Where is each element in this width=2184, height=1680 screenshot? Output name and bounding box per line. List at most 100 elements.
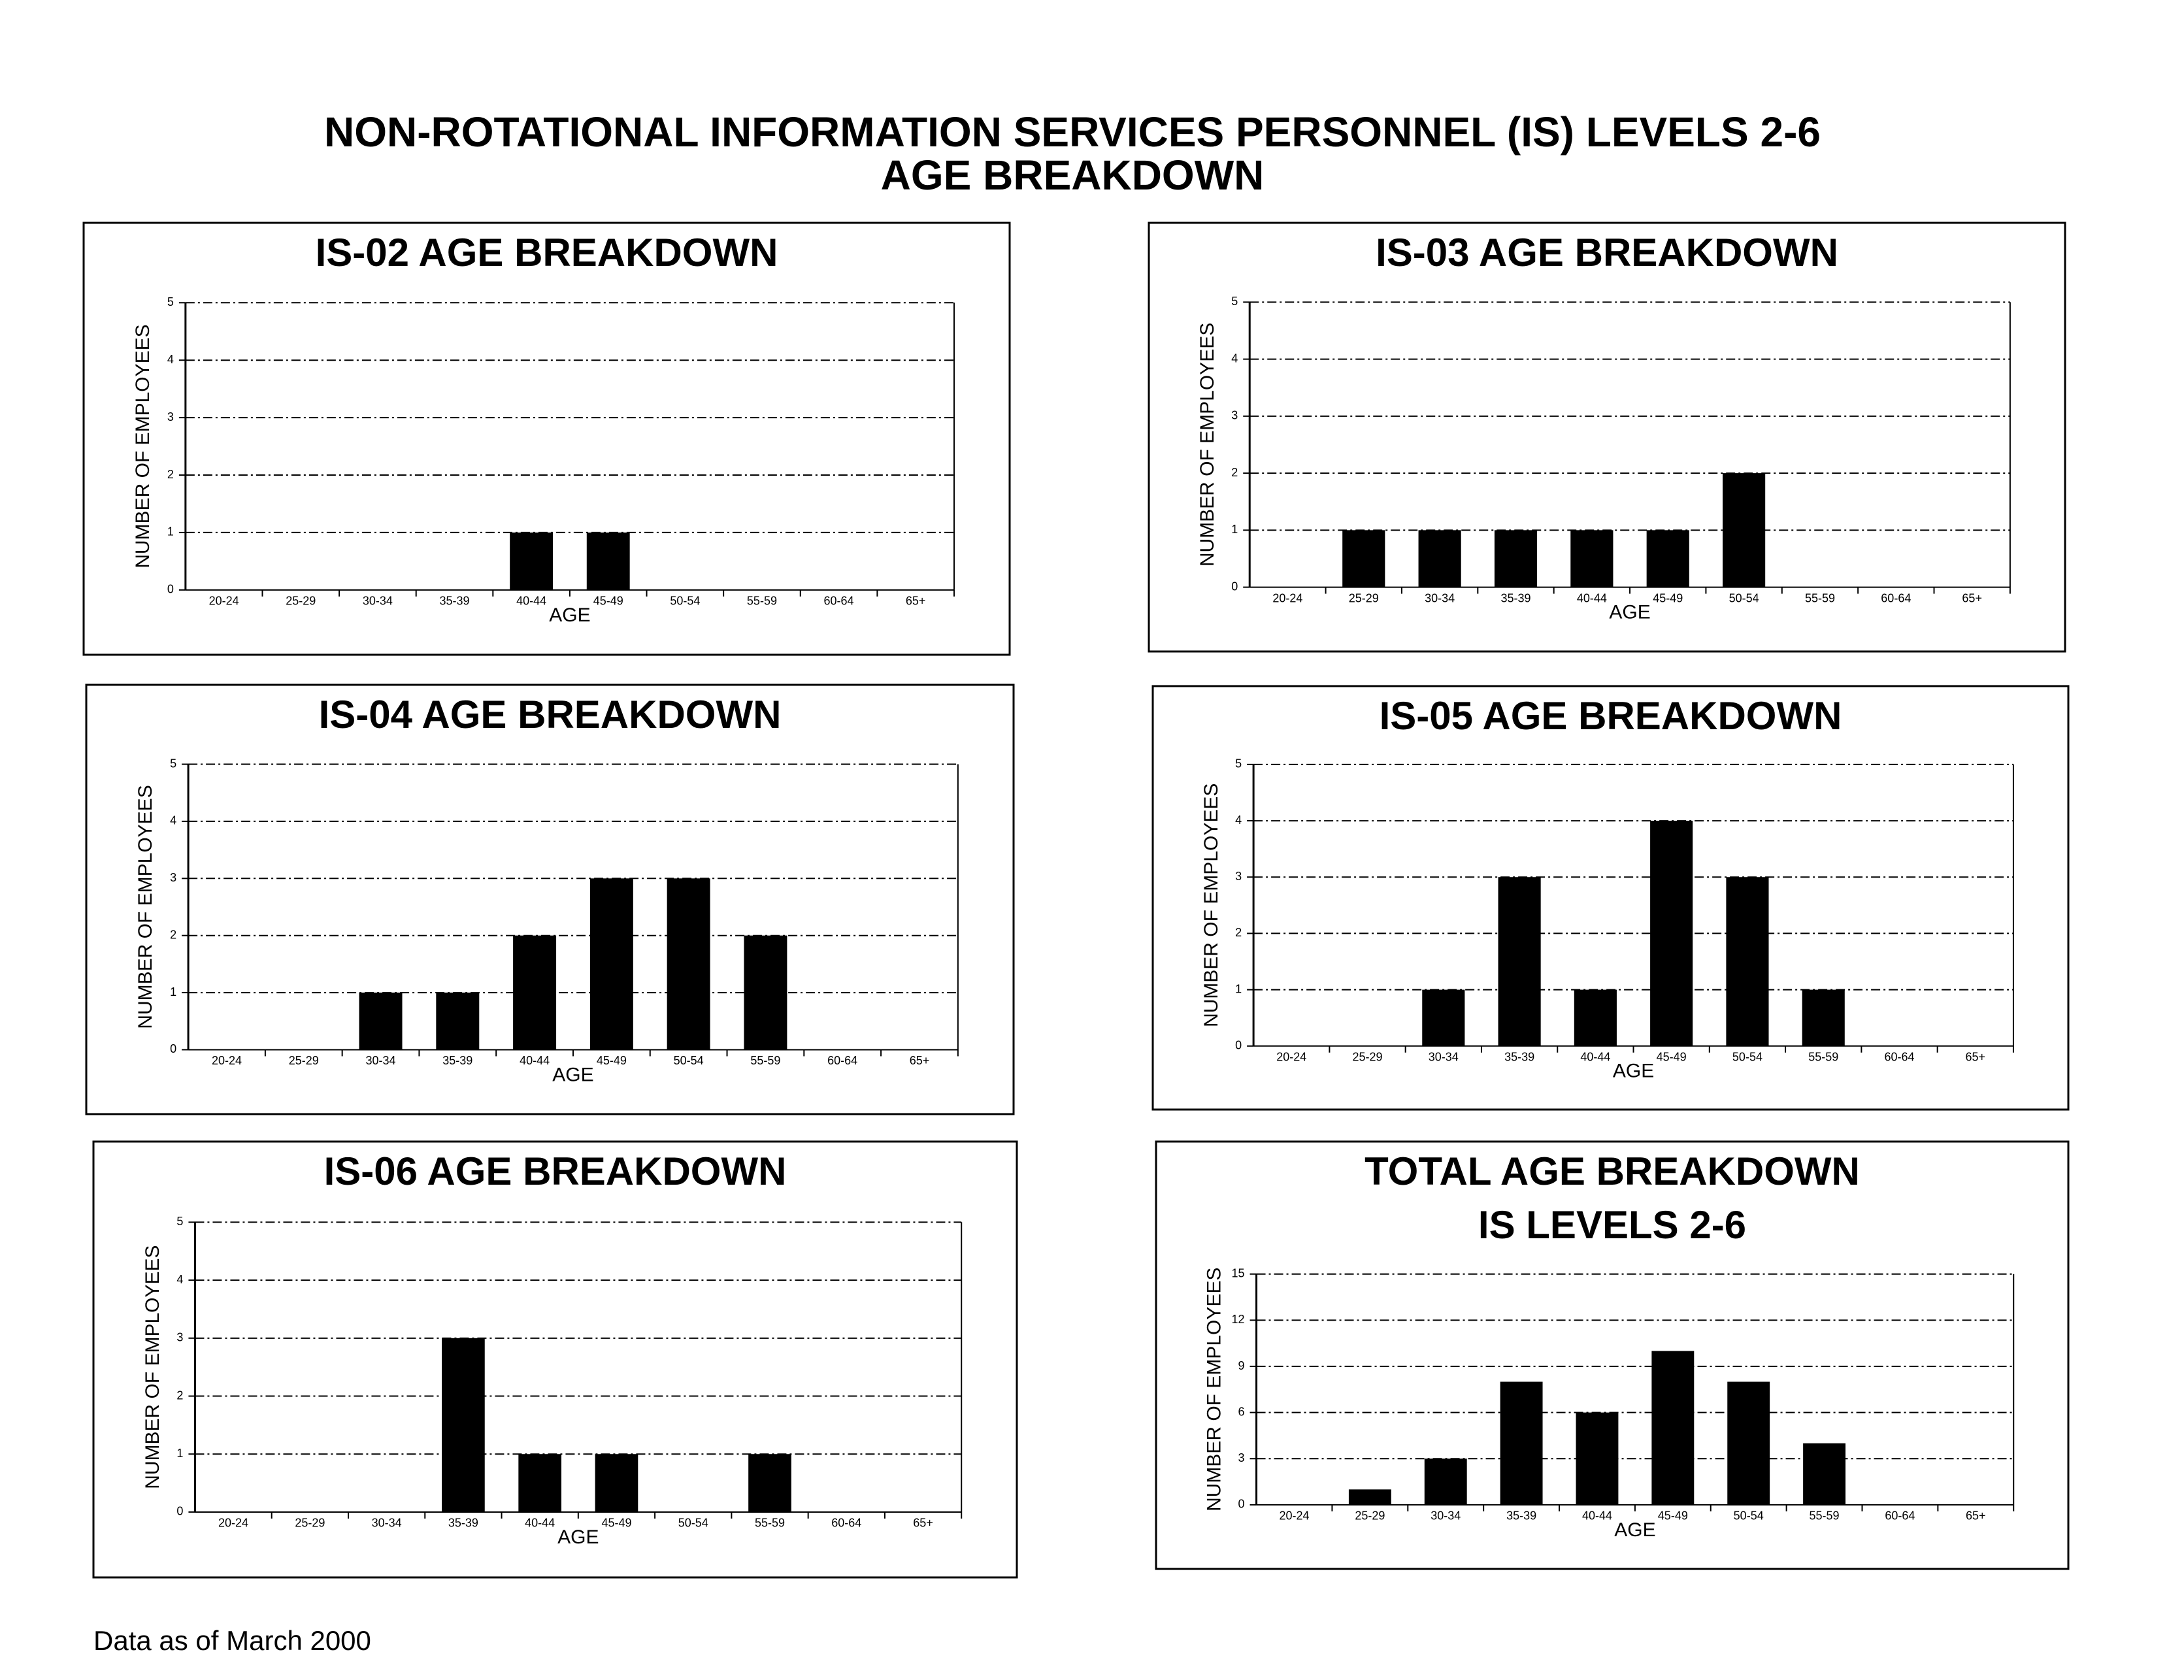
y-tick-label: 0	[176, 1505, 183, 1518]
x-tick-label: 60-64	[824, 595, 854, 608]
bar	[1576, 1412, 1619, 1505]
x-axis-label: AGE	[1614, 1519, 1655, 1541]
bar	[1727, 1381, 1770, 1505]
y-tick-label: 4	[170, 814, 176, 827]
x-tick-label: 20-24	[209, 595, 239, 608]
x-tick-label: 50-54	[678, 1517, 708, 1530]
x-tick-label: 35-39	[1506, 1509, 1536, 1523]
y-tick-label: 0	[1231, 580, 1238, 593]
y-axis-label: NUMBER OF EMPLOYEES	[1204, 1268, 1225, 1511]
chart-title: TOTAL AGE BREAKDOWN	[1365, 1149, 1860, 1193]
y-tick-label: 2	[1231, 466, 1238, 479]
x-tick-label: 35-39	[448, 1517, 478, 1530]
x-tick-label: 25-29	[295, 1517, 325, 1530]
panel-frame	[82, 222, 1011, 656]
x-axis-label: AGE	[1613, 1061, 1654, 1082]
y-tick-label: 0	[167, 583, 174, 596]
bar	[1803, 1443, 1846, 1505]
bar	[518, 1454, 562, 1512]
y-tick-label: 4	[1231, 352, 1238, 365]
y-tick-label: 0	[170, 1042, 176, 1055]
x-tick-label: 35-39	[442, 1054, 472, 1067]
x-tick-label: 55-59	[755, 1517, 785, 1530]
bar	[1418, 530, 1461, 587]
x-tick-label: 25-29	[286, 595, 316, 608]
y-tick-label: 5	[1235, 757, 1242, 770]
panel-frame	[1151, 685, 2070, 1111]
y-tick-label: 15	[1232, 1266, 1245, 1279]
bar	[748, 1454, 791, 1512]
y-tick-label: 1	[1235, 982, 1242, 995]
y-tick-label: 2	[167, 468, 174, 481]
panel-frame	[1155, 1140, 2070, 1570]
y-tick-label: 1	[1231, 523, 1238, 536]
page-title: NON-ROTATIONAL INFORMATION SERVICES PERS…	[324, 108, 1821, 156]
x-tick-label: 25-29	[1355, 1509, 1385, 1523]
y-axis-label: NUMBER OF EMPLOYEES	[142, 1245, 163, 1489]
x-tick-label: 40-44	[1580, 1051, 1610, 1064]
bar	[1802, 989, 1845, 1046]
x-tick-label: 40-44	[516, 595, 546, 608]
x-axis-label: AGE	[552, 1064, 593, 1085]
x-tick-label: 50-54	[1732, 1051, 1762, 1064]
y-tick-label: 5	[170, 757, 176, 770]
x-tick-label: 20-24	[1276, 1051, 1306, 1064]
x-axis-label: AGE	[549, 604, 590, 626]
x-tick-label: 40-44	[1577, 591, 1607, 604]
y-tick-label: 5	[167, 295, 174, 308]
bar	[1723, 473, 1766, 587]
y-tick-label: 3	[1231, 409, 1238, 422]
x-tick-label: 60-64	[1885, 1509, 1915, 1523]
x-tick-label: 55-59	[1810, 1509, 1840, 1523]
x-tick-label: 45-49	[597, 1054, 627, 1067]
y-tick-label: 2	[176, 1389, 183, 1402]
bar	[667, 878, 710, 1050]
bar	[359, 993, 403, 1050]
x-tick-label: 25-29	[289, 1054, 319, 1067]
y-tick-label: 6	[1238, 1405, 1245, 1418]
bar	[1574, 989, 1617, 1046]
bar	[595, 1454, 638, 1512]
bar	[1494, 530, 1538, 587]
x-tick-label: 35-39	[1500, 591, 1530, 604]
bar	[744, 935, 787, 1050]
y-axis-label: NUMBER OF EMPLOYEES	[1197, 323, 1218, 567]
y-tick-label: 9	[1238, 1359, 1245, 1372]
bar	[589, 878, 633, 1050]
y-tick-label: 1	[167, 525, 174, 538]
x-tick-label: 30-34	[1425, 591, 1455, 604]
bar	[1342, 530, 1385, 587]
y-tick-label: 12	[1232, 1313, 1245, 1326]
y-tick-label: 3	[176, 1331, 183, 1344]
panel-frame	[92, 1140, 1018, 1579]
footer-note: Data as of March 2000	[93, 1625, 371, 1656]
x-tick-label: 20-24	[1272, 591, 1302, 604]
panel-frame	[1148, 222, 2066, 653]
x-tick-label: 45-49	[1657, 1051, 1687, 1064]
x-tick-label: 55-59	[1808, 1051, 1838, 1064]
y-tick-label: 4	[176, 1273, 183, 1286]
bar	[586, 532, 630, 590]
x-tick-label: 40-44	[520, 1054, 550, 1067]
x-tick-label: 65+	[1962, 591, 1982, 604]
chart-title: IS-02 AGE BREAKDOWN	[316, 231, 778, 274]
x-tick-label: 60-64	[1881, 591, 1911, 604]
y-tick-label: 5	[176, 1215, 183, 1228]
bar	[1422, 989, 1465, 1046]
x-tick-label: 65+	[906, 595, 926, 608]
x-tick-label: 50-54	[674, 1054, 704, 1067]
bar	[510, 532, 554, 590]
x-tick-label: 35-39	[439, 595, 469, 608]
x-tick-label: 60-64	[827, 1054, 857, 1067]
chart-title: IS-06 AGE BREAKDOWN	[324, 1149, 787, 1193]
y-axis-label: NUMBER OF EMPLOYEES	[135, 785, 156, 1029]
x-tick-label: 40-44	[525, 1517, 555, 1530]
y-tick-label: 0	[1235, 1039, 1242, 1052]
bar	[1424, 1458, 1467, 1505]
chart-subtitle: IS LEVELS 2-6	[1478, 1203, 1746, 1247]
bar	[1650, 821, 1693, 1046]
x-tick-label: 60-64	[1884, 1051, 1914, 1064]
x-tick-label: 25-29	[1349, 591, 1379, 604]
x-tick-label: 40-44	[1582, 1509, 1612, 1523]
